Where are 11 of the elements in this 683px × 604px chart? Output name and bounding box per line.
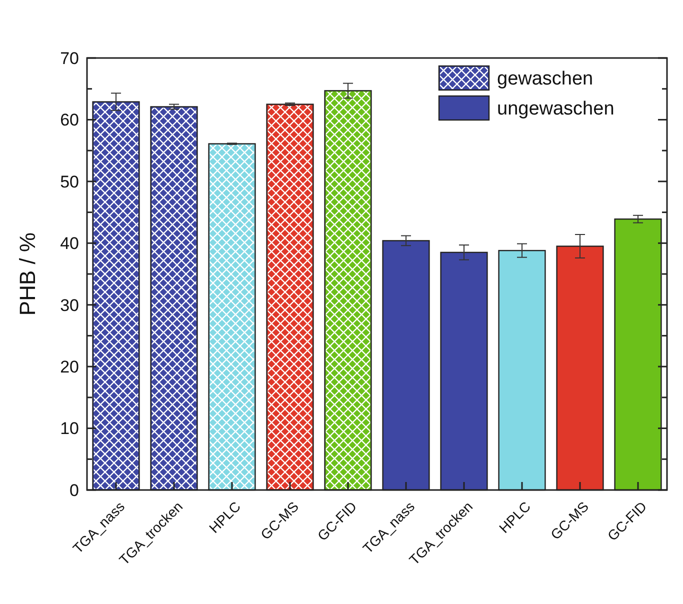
y-tick-label: 0 (70, 480, 79, 500)
y-tick-label: 60 (60, 110, 79, 130)
y-tick-label: 20 (60, 358, 79, 377)
y-axis-title: PHB / % (15, 232, 40, 316)
y-tick-label: 40 (60, 234, 79, 254)
y-tick-label: 30 (60, 296, 79, 315)
y-tick-label: 70 (60, 48, 79, 68)
y-tick-label: 10 (60, 419, 79, 438)
legend-label: gewaschen (497, 68, 594, 90)
y-tick-label: 50 (60, 172, 79, 192)
legend-label: ungewaschen (497, 98, 614, 120)
